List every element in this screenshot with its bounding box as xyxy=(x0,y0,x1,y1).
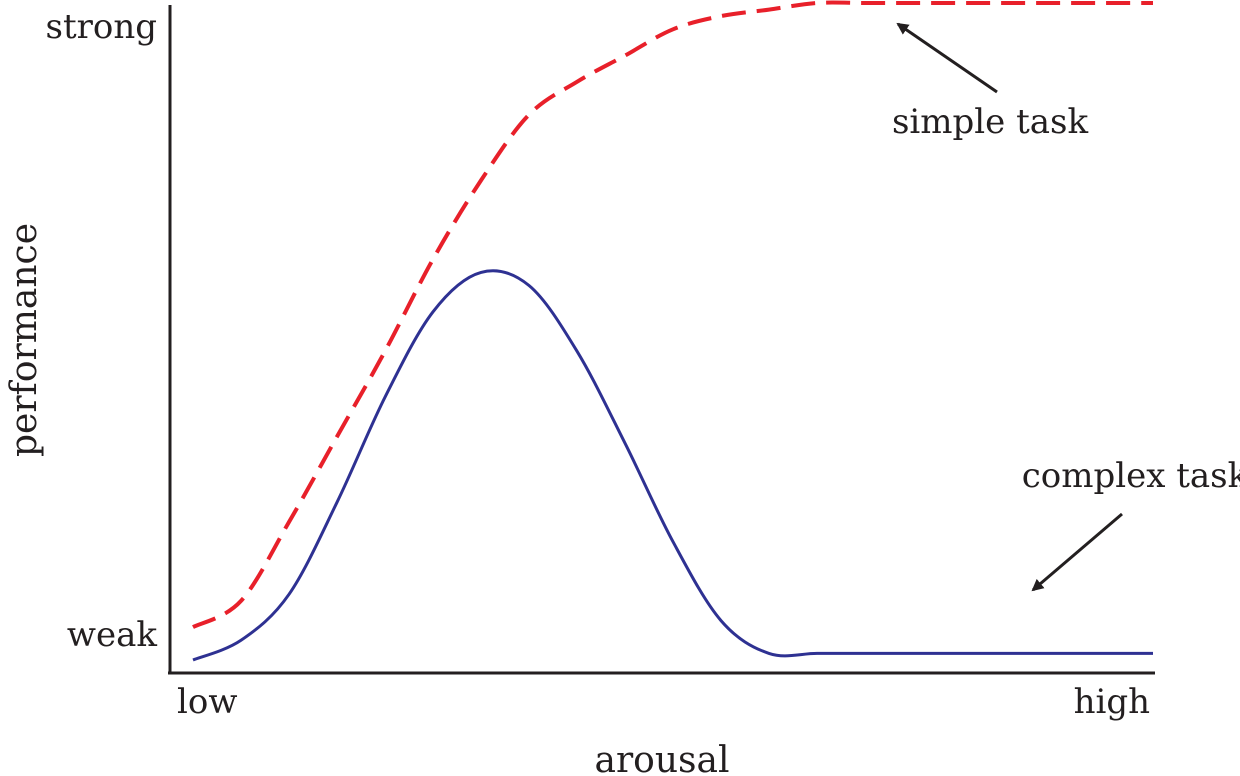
series-line-simple-task xyxy=(192,0,1153,629)
x-axis-title: arousal xyxy=(595,740,730,776)
x-tick-low: low xyxy=(177,682,237,722)
series-layer xyxy=(192,0,1153,662)
annotation-simple-task: simple task xyxy=(892,102,1089,142)
arrow-complex-task xyxy=(1031,512,1123,592)
arrow-simple-task xyxy=(896,22,998,94)
y-tick-weak: weak xyxy=(67,615,157,655)
y-tick-strong: strong xyxy=(46,7,158,47)
series-line-complex-task xyxy=(192,269,1153,662)
x-tick-high: high xyxy=(1074,682,1150,722)
annotation-complex-task: complex task xyxy=(1022,456,1240,496)
y-axis-title: performance xyxy=(4,223,45,457)
